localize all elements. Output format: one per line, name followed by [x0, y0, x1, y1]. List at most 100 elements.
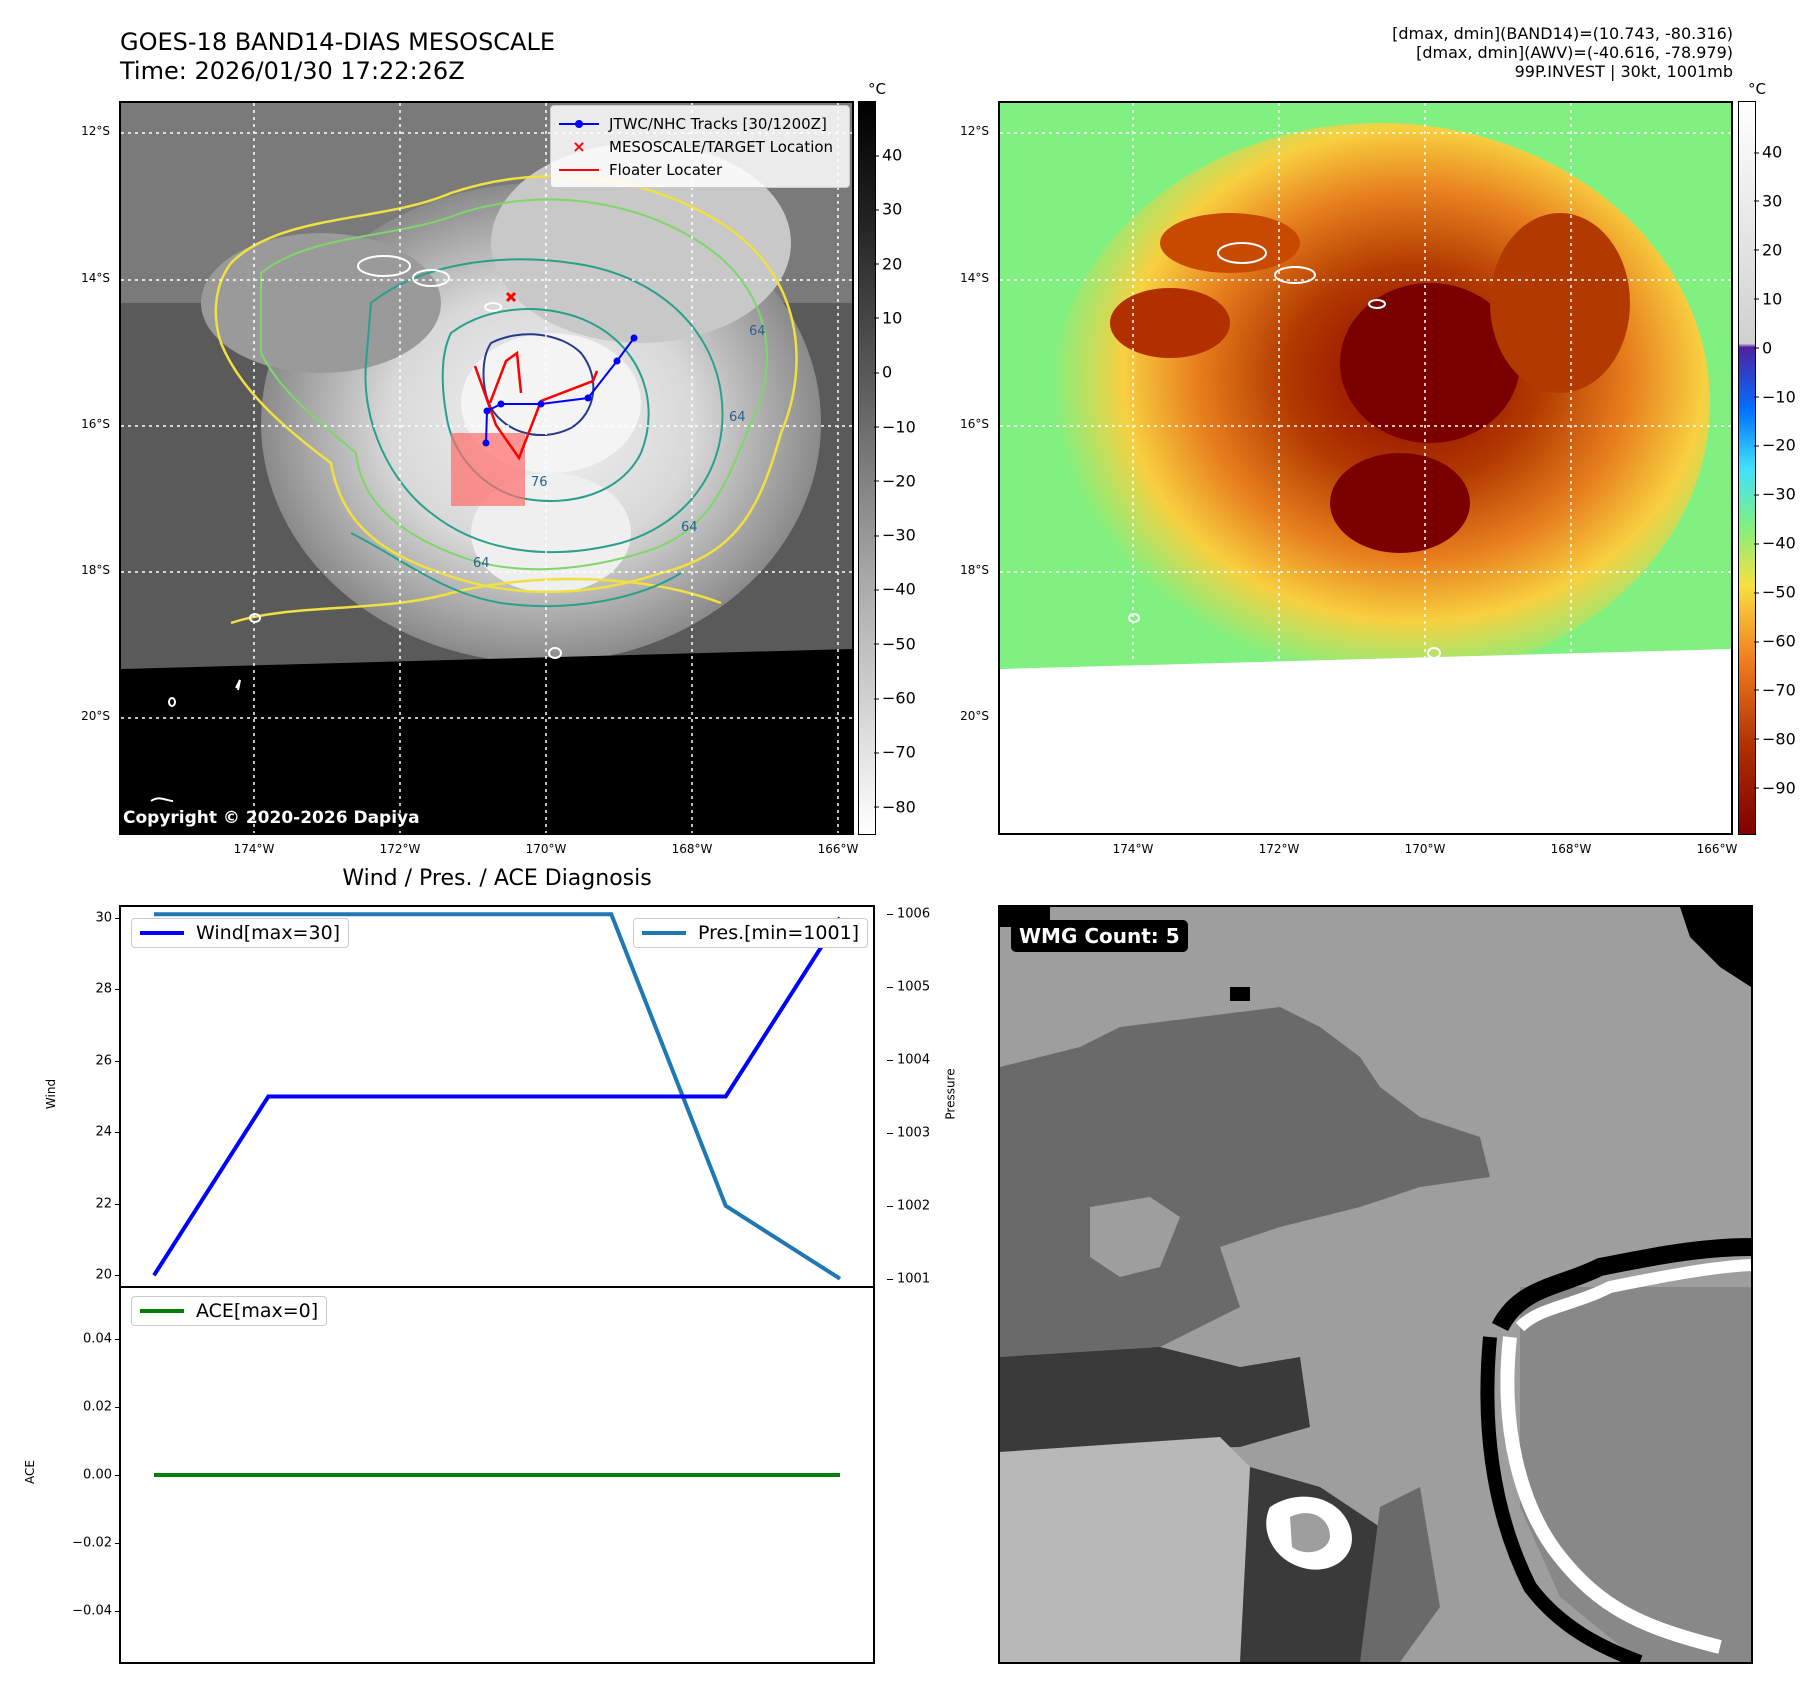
longitude-label: 172°W [1258, 842, 1300, 856]
longitude-label: 172°W [379, 842, 421, 856]
target-location-marker [505, 291, 517, 303]
legend-label: Floater Locater [609, 160, 723, 179]
legend-label: JTWC/NHC Tracks [30/1200Z] [609, 114, 827, 133]
ir-satellite-image: 64 64 64 76 64 [121, 103, 852, 833]
axis-tick-label: 1005 [897, 979, 931, 995]
pressure-legend-label: Pres.[min=1001] [698, 922, 860, 944]
colorbar-tick-label: 10 [873, 308, 903, 328]
info-band14: [dmax, dmin](BAND14)=(10.743, -80.316) [1392, 24, 1733, 43]
contour-labels: 64 64 64 76 64 [473, 324, 766, 571]
axis-tick-label: 30 [95, 910, 112, 926]
info-block: [dmax, dmin](BAND14)=(10.743, -80.316) [… [1133, 24, 1733, 81]
colorbar-tick-label: 20 [1753, 240, 1783, 260]
latitude-label: 16°S [960, 417, 989, 431]
colorbar-tick-label: −60 [1754, 631, 1796, 651]
latitude-label: 14°S [81, 271, 110, 285]
axis-tick-label: −0.02 [72, 1535, 112, 1551]
info-awv: [dmax, dmin](AWV)=(-40.616, -78.979) [1416, 43, 1733, 62]
axis-tick-label: 0.02 [83, 1399, 112, 1415]
awv-colorbar-unit: °C [1748, 80, 1766, 98]
pressure-legend-line-icon [642, 931, 686, 935]
awv-colorbar [1738, 101, 1756, 835]
latitude-label: 12°S [81, 124, 110, 138]
axis-tick-mark [887, 1132, 893, 1134]
axis-tick-mark [115, 1475, 121, 1476]
latitude-label: 12°S [960, 124, 989, 138]
colorbar-tick-label: −80 [1754, 729, 1796, 749]
contour-label: 64 [473, 556, 490, 571]
axis-tick-label: 1002 [897, 1198, 931, 1214]
axis-tick-label: 0.04 [83, 1331, 112, 1347]
colorbar-tick-label: −50 [874, 634, 916, 654]
pressure-axis-label: Pressure [943, 1068, 958, 1120]
pressure-series-line [154, 912, 842, 1281]
axis-tick-label: 24 [95, 1124, 112, 1140]
ace-legend: ACE[max=0] [131, 1296, 328, 1326]
ace-legend-label: ACE[max=0] [196, 1300, 319, 1322]
colorbar-tick-label: −30 [1754, 484, 1796, 504]
wind-pressure-plot [119, 905, 875, 1288]
ace-legend-line-icon [140, 1309, 184, 1313]
axis-tick-label: 20 [95, 1267, 112, 1283]
wmg-image [1000, 907, 1751, 1662]
axis-tick-label: 1004 [897, 1052, 931, 1068]
colorbar-tick-label: −80 [874, 797, 916, 817]
axis-tick-label: 26 [95, 1053, 112, 1069]
ace-plot [119, 1286, 875, 1664]
legend-item-jtwc: JTWC/NHC Tracks [30/1200Z] [559, 112, 841, 135]
colorbar-tick-label: 0 [873, 362, 893, 382]
longitude-label: 170°W [525, 842, 567, 856]
colorbar-tick-label: 40 [873, 145, 903, 165]
awv-satellite-panel [998, 101, 1733, 835]
axis-tick-mark [115, 1407, 121, 1408]
axis-tick-label: 1006 [897, 906, 931, 922]
axis-tick-mark [115, 1339, 121, 1340]
longitude-label: 174°W [1112, 842, 1154, 856]
axis-tick-mark [115, 1203, 121, 1205]
longitude-label: 166°W [817, 842, 859, 856]
contour-label: 64 [749, 324, 766, 339]
red-x-icon: × [572, 136, 586, 156]
longitude-label: 174°W [233, 842, 275, 856]
longitude-label: 168°W [1550, 842, 1592, 856]
axis-tick-label: 0.00 [83, 1467, 112, 1483]
latitude-label: 18°S [960, 563, 989, 577]
wind-legend: Wind[max=30] [131, 918, 350, 948]
colorbar-tick-label: −60 [874, 688, 916, 708]
ir-coastlines [150, 255, 562, 802]
wind-legend-line-icon [140, 931, 184, 935]
colorbar-tick-label: 30 [1753, 191, 1783, 211]
figure-time: Time: 2026/01/30 17:22:26Z [120, 57, 465, 85]
colorbar-tick-label: −10 [874, 417, 916, 436]
red-line-icon [559, 163, 599, 177]
latitude-label: 14°S [960, 271, 989, 285]
latitude-label: 16°S [81, 417, 110, 431]
colorbar-tick-label: −70 [1754, 680, 1796, 700]
axis-tick-mark [887, 987, 893, 989]
colorbar-tick-label: 20 [873, 254, 903, 274]
colorbar-tick-label: −90 [1754, 778, 1796, 798]
longitude-label: 166°W [1696, 842, 1738, 856]
axis-tick-mark [887, 1060, 893, 1062]
colorbar-tick-label: −30 [874, 525, 916, 545]
wmg-panel [998, 905, 1753, 1664]
colorbar-tick-label: −20 [1754, 435, 1796, 455]
legend-item-target: × MESOSCALE/TARGET Location [559, 135, 841, 158]
blue-line-dot-icon [559, 117, 599, 131]
ace-svg [154, 1473, 840, 1477]
jtwc-track-points [482, 334, 638, 447]
wmg-count-badge: WMG Count: 5 [1011, 920, 1188, 952]
axis-tick-label: −0.04 [72, 1603, 112, 1619]
contour-label: 64 [681, 520, 698, 535]
ace-axis-label: ACE [22, 1460, 37, 1484]
colorbar-tick-label: 30 [873, 199, 903, 219]
awv-coastlines [1128, 242, 1441, 659]
awv-satellite-image [1000, 103, 1731, 833]
latitude-label: 20°S [81, 709, 110, 723]
axis-tick-mark [115, 917, 121, 919]
ir-satellite-panel: 64 64 64 76 64 [119, 101, 854, 835]
axis-tick-mark [115, 1611, 121, 1612]
legend-label: MESOSCALE/TARGET Location [609, 137, 834, 156]
pressure-legend: Pres.[min=1001] [633, 918, 869, 948]
axis-tick-mark [115, 1275, 121, 1277]
